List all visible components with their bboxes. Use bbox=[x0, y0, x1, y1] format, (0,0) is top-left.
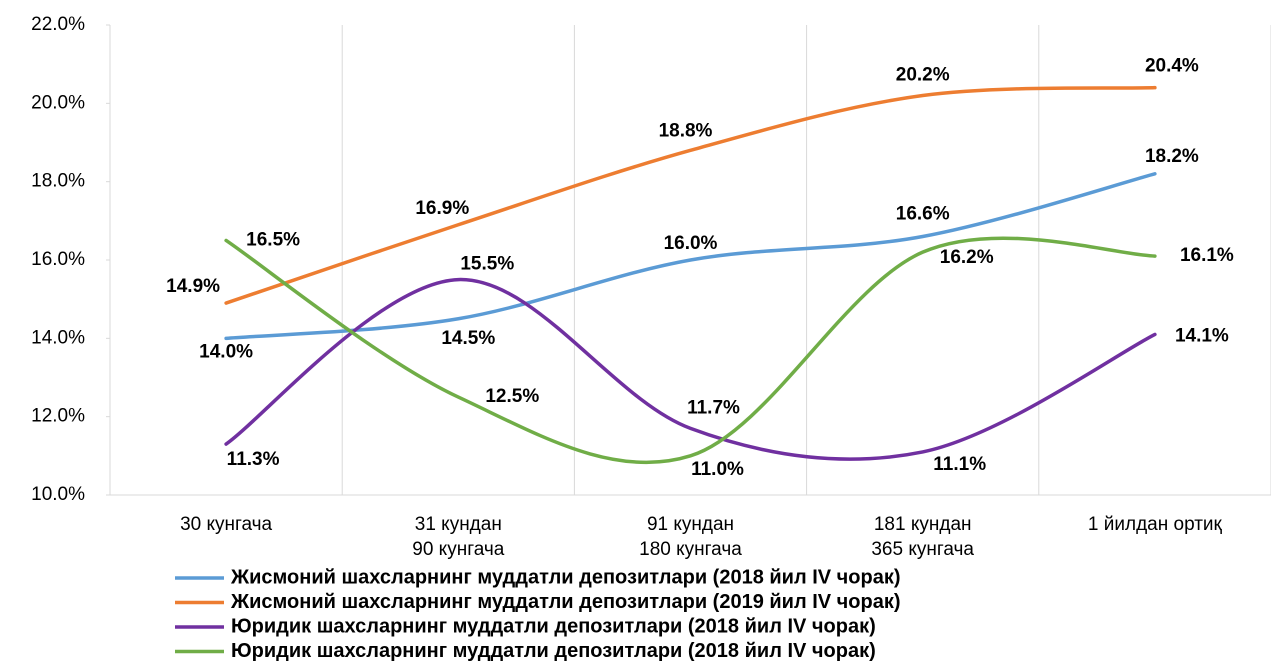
y-tick-label: 12.0% bbox=[31, 406, 85, 427]
data-label: 16.2% bbox=[940, 247, 994, 268]
y-tick-label: 18.0% bbox=[31, 171, 85, 192]
data-label: 11.7% bbox=[687, 397, 740, 418]
legend-label: Юридик шахсларнинг муддатли депозитлари … bbox=[231, 615, 876, 637]
data-label: 11.1% bbox=[933, 454, 986, 475]
data-label: 16.6% bbox=[896, 204, 950, 225]
data-label: 12.5% bbox=[485, 386, 539, 407]
data-label: 16.1% bbox=[1180, 245, 1234, 266]
x-tick-label: 1 йилдан ортиқ bbox=[1087, 514, 1222, 535]
legend-label: Юридик шахсларнинг муддатли депозитлари … bbox=[231, 640, 876, 661]
x-tick-label: 181 кундан 365 кунгача bbox=[871, 514, 974, 560]
data-label: 14.5% bbox=[441, 328, 495, 349]
y-tick-label: 20.0% bbox=[31, 92, 85, 113]
x-tick-label: 30 кунгача bbox=[180, 514, 273, 535]
data-label: 11.0% bbox=[691, 459, 744, 480]
series-line bbox=[224, 236, 1157, 465]
y-tick-label: 16.0% bbox=[31, 249, 85, 270]
data-label: 14.1% bbox=[1175, 325, 1229, 346]
data-label: 16.0% bbox=[664, 233, 718, 254]
data-label: 14.9% bbox=[166, 276, 220, 297]
data-label: 16.9% bbox=[415, 198, 469, 219]
data-label: 16.5% bbox=[246, 229, 300, 250]
data-label: 20.2% bbox=[896, 65, 950, 86]
series-line bbox=[224, 85, 1157, 305]
x-tick-label: 91 кундан 180 кунгача bbox=[639, 514, 742, 560]
series-line bbox=[224, 172, 1157, 341]
y-tick-label: 22.0% bbox=[31, 14, 85, 35]
legend-label: Жисмоний шахсларнинг муддатли депозитлар… bbox=[230, 566, 901, 588]
data-label: 18.2% bbox=[1145, 146, 1199, 167]
series-line bbox=[224, 277, 1157, 461]
x-tick-label: 31 кундан 90 кунгача bbox=[412, 514, 505, 560]
y-tick-label: 14.0% bbox=[31, 327, 85, 348]
data-label: 20.4% bbox=[1145, 56, 1199, 77]
data-label: 11.3% bbox=[227, 449, 280, 470]
data-label: 15.5% bbox=[460, 254, 514, 275]
data-label: 18.8% bbox=[659, 120, 713, 141]
y-tick-label: 10.0% bbox=[31, 484, 85, 505]
data-label: 14.0% bbox=[199, 341, 253, 362]
legend-label: Жисмоний шахсларнинг муддатли депозитлар… bbox=[230, 591, 901, 613]
